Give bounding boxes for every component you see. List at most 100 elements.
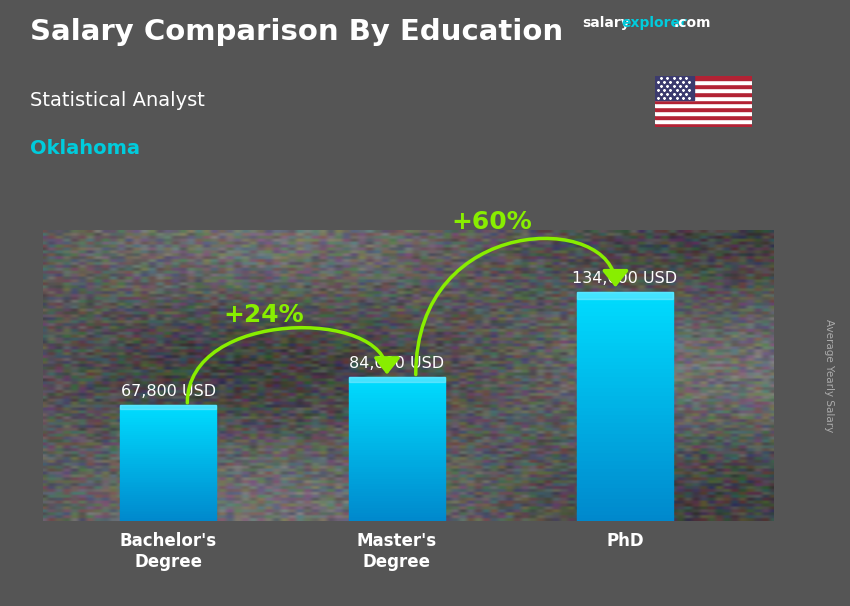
Bar (577, 349, 673, 353)
Bar (120, 446, 216, 448)
Bar (348, 449, 445, 451)
Bar (577, 498, 673, 502)
Bar (120, 440, 216, 442)
Bar (120, 459, 216, 461)
Bar (120, 510, 216, 511)
Bar (348, 483, 445, 485)
Bar (120, 458, 216, 459)
Bar (577, 372, 673, 376)
Bar (120, 422, 216, 424)
Bar (120, 496, 216, 498)
Bar (577, 418, 673, 422)
Text: 67,800 USD: 67,800 USD (121, 384, 216, 399)
Bar (577, 518, 673, 521)
Bar (120, 498, 216, 500)
Bar (348, 478, 445, 481)
Text: 84,000 USD: 84,000 USD (349, 356, 445, 371)
Bar (348, 387, 445, 390)
Bar (654, 119, 752, 123)
Bar (120, 461, 216, 463)
Bar (120, 492, 216, 494)
Bar (577, 502, 673, 506)
Bar (120, 413, 216, 415)
Bar (348, 456, 445, 459)
FancyArrowPatch shape (187, 328, 398, 403)
Bar (120, 519, 216, 521)
Bar (577, 407, 673, 410)
Text: +24%: +24% (223, 303, 303, 327)
Bar (348, 401, 445, 404)
Bar (577, 441, 673, 445)
Bar (348, 433, 445, 435)
Bar (348, 442, 445, 445)
Bar (577, 471, 673, 475)
Bar (348, 411, 445, 413)
Bar (348, 454, 445, 456)
Bar (577, 338, 673, 342)
Bar (348, 445, 445, 447)
Bar (120, 500, 216, 502)
Bar (577, 468, 673, 471)
Bar (348, 447, 445, 449)
Bar (577, 311, 673, 315)
Bar (348, 423, 445, 425)
Bar (348, 493, 445, 495)
Text: Average Yearly Salary: Average Yearly Salary (824, 319, 834, 432)
Bar (654, 84, 752, 88)
Bar (348, 490, 445, 493)
Bar (577, 315, 673, 319)
Bar (577, 491, 673, 494)
Bar (120, 430, 216, 432)
Bar (654, 99, 752, 104)
Bar (120, 505, 216, 508)
Bar (577, 456, 673, 460)
Bar (120, 504, 216, 505)
Bar (577, 391, 673, 395)
Text: Statistical Analyst: Statistical Analyst (30, 91, 205, 110)
Bar (348, 404, 445, 406)
Bar (577, 307, 673, 311)
Bar (577, 487, 673, 491)
Bar (348, 390, 445, 392)
Bar (120, 424, 216, 427)
Bar (120, 419, 216, 421)
Bar (120, 432, 216, 434)
Bar (348, 466, 445, 468)
Bar (348, 435, 445, 438)
Bar (120, 469, 216, 471)
Bar (120, 411, 216, 413)
Bar (348, 428, 445, 430)
Bar (120, 438, 216, 440)
Bar (348, 418, 445, 421)
Bar (577, 353, 673, 357)
Bar (120, 488, 216, 490)
Bar (654, 112, 752, 115)
Bar (120, 477, 216, 479)
Bar (120, 436, 216, 438)
Bar (348, 507, 445, 509)
Bar (654, 96, 752, 99)
Bar (348, 406, 445, 408)
Bar (577, 299, 673, 304)
Bar (120, 467, 216, 469)
Bar (120, 448, 216, 450)
Bar (120, 409, 216, 411)
Bar (577, 414, 673, 418)
Bar (120, 465, 216, 467)
Bar (577, 403, 673, 407)
Bar (654, 76, 694, 99)
Bar (577, 395, 673, 399)
Bar (577, 364, 673, 368)
Bar (577, 410, 673, 414)
Bar (120, 471, 216, 473)
Bar (120, 479, 216, 481)
Bar (348, 481, 445, 483)
Bar (120, 444, 216, 446)
Bar (348, 473, 445, 476)
Bar (348, 408, 445, 411)
Bar (120, 427, 216, 428)
Bar (577, 380, 673, 384)
Bar (577, 345, 673, 349)
Bar (120, 513, 216, 515)
Bar (120, 417, 216, 419)
